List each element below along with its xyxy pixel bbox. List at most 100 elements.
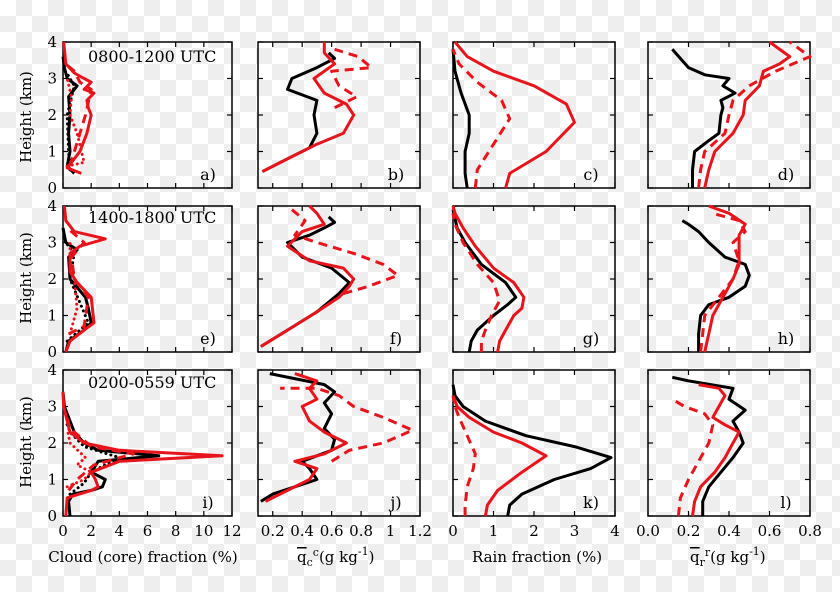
x-axis-label-qr: qrr(g kg-1) [690, 545, 766, 569]
series-red-solid [264, 372, 348, 503]
panel-a: 0 1 2 3 4 a) [47, 33, 233, 197]
x-axis-label-qc: qcc(g kg-1) [297, 545, 374, 569]
series-red-dotted [68, 241, 79, 336]
y-tick-label: 1 [47, 143, 57, 161]
panel-tag: l) [780, 493, 791, 512]
y-tick-label: 1 [47, 471, 57, 489]
panel-tag: j) [388, 493, 401, 512]
series-red-solid [261, 42, 356, 173]
y-tick-label: 0 [47, 343, 57, 361]
series-red-solid [691, 383, 741, 517]
x-axis-label-cloud-fraction: Cloud (core) fraction (%) [48, 548, 238, 566]
y-tick-label: 4 [47, 361, 57, 379]
y-tick-label: 2 [47, 270, 57, 288]
x-tick-label: 1.2 [408, 522, 432, 540]
series-red-solid [260, 204, 356, 348]
x-tick-label: 3 [570, 522, 580, 540]
x-axis-label-qc-unit: (g kg [319, 548, 358, 566]
x-axis-label-qr-unit-sup: -1 [749, 545, 760, 558]
x-axis-label-qr-unit: (g kg [710, 548, 749, 566]
y-tick-label: 0 [47, 179, 57, 197]
x-tick-label: 2 [529, 522, 539, 540]
series-red-solid [451, 205, 526, 353]
series-red-dash [451, 213, 502, 352]
x-tick-label: 8 [171, 522, 181, 540]
x-tick-label: 10 [194, 522, 213, 540]
y-tick-label: 3 [47, 234, 57, 252]
time-label-0: 0800-1200 UTC [88, 47, 216, 66]
panel-tag: d) [778, 165, 794, 184]
y-tick-label: 3 [47, 398, 57, 416]
panel-f: f) [257, 204, 421, 353]
x-tick-label: 6 [143, 522, 153, 540]
series-black-solid [260, 372, 337, 503]
x-tick-label: 1 [489, 522, 499, 540]
x-tick-label: 4 [610, 522, 620, 540]
y-tick-label: 1 [47, 307, 57, 325]
series-red-solid [453, 41, 576, 189]
series-red-dash [697, 40, 812, 189]
panel-tag: b) [388, 165, 404, 184]
series-red-dash [64, 413, 135, 492]
panel-g: g) [451, 205, 616, 353]
series-red-dash [66, 226, 90, 336]
y-tick-label: 3 [47, 70, 57, 88]
x-axis-label-qr-sub: r [700, 556, 706, 569]
time-label-2: 0200-0559 UTC [88, 373, 216, 392]
x-tick-label: 0.0 [636, 522, 660, 540]
panel-tag: h) [778, 329, 795, 348]
panel-tag: e) [200, 329, 216, 348]
x-tick-label: 1 [386, 522, 396, 540]
series-red-solid [62, 205, 107, 353]
panel-tag: k) [583, 493, 599, 512]
x-axis-label-qc-var: q [297, 548, 307, 566]
series-red-dash [286, 204, 400, 296]
x-tick-label: 0.4 [290, 522, 314, 540]
panel-k: 0 1 2 3 4 k) [448, 369, 620, 540]
series-red-dash [64, 62, 93, 167]
series-red-dotted [65, 426, 93, 489]
x-axis-label-qr-close: ) [760, 548, 766, 566]
panel-l: 0.0 0.2 0.4 0.6 0.8 l) [636, 369, 822, 540]
y-axis-label-2: Height (km) [17, 396, 35, 488]
series-red-dash [451, 48, 512, 189]
panel-b: b) [257, 41, 421, 189]
panel-tag: a) [200, 165, 216, 184]
series-black-solid [451, 384, 613, 517]
y-tick-label: 2 [47, 106, 57, 124]
x-axis-label-qc-close: ) [369, 548, 375, 566]
series-red-dash [699, 211, 747, 353]
series-red-dash [451, 395, 477, 516]
x-tick-label: 0.2 [261, 522, 285, 540]
x-axis-label-rain-fraction: Rain fraction (%) [472, 548, 602, 566]
series-red-solid [703, 40, 792, 189]
panel-e: 0 1 2 3 4 e) [47, 197, 233, 361]
y-axis-label-1: Height (km) [17, 232, 35, 324]
x-axis-label-qc-sub: c [307, 556, 313, 569]
series-red-dotted [65, 77, 86, 168]
panel-tag: i) [202, 493, 213, 512]
x-tick-label: 0 [448, 522, 458, 540]
series-black-solid [671, 48, 737, 188]
panel-c: c) [451, 41, 616, 189]
x-axis-label-qr-sup: r [705, 546, 711, 559]
series-black-dotted [64, 69, 76, 172]
x-tick-label: 0.8 [349, 522, 373, 540]
series-red-dash [671, 397, 715, 517]
y-tick-label: 0 [47, 507, 57, 525]
x-tick-label: 0.2 [677, 522, 701, 540]
panel-tag: f) [390, 329, 402, 348]
x-axis-label-qr-var: q [690, 548, 700, 566]
series-red-solid [703, 204, 747, 353]
x-tick-label: 0.6 [320, 522, 344, 540]
series-red-dash [280, 386, 415, 463]
x-tick-label: 12 [222, 522, 241, 540]
time-label-1: 1400-1800 UTC [88, 208, 216, 227]
panel-h: h) [647, 204, 811, 353]
x-tick-label: 0.4 [717, 522, 741, 540]
x-axis-label-qc-unit-sup: -1 [358, 545, 369, 558]
y-tick-label: 4 [47, 197, 57, 215]
